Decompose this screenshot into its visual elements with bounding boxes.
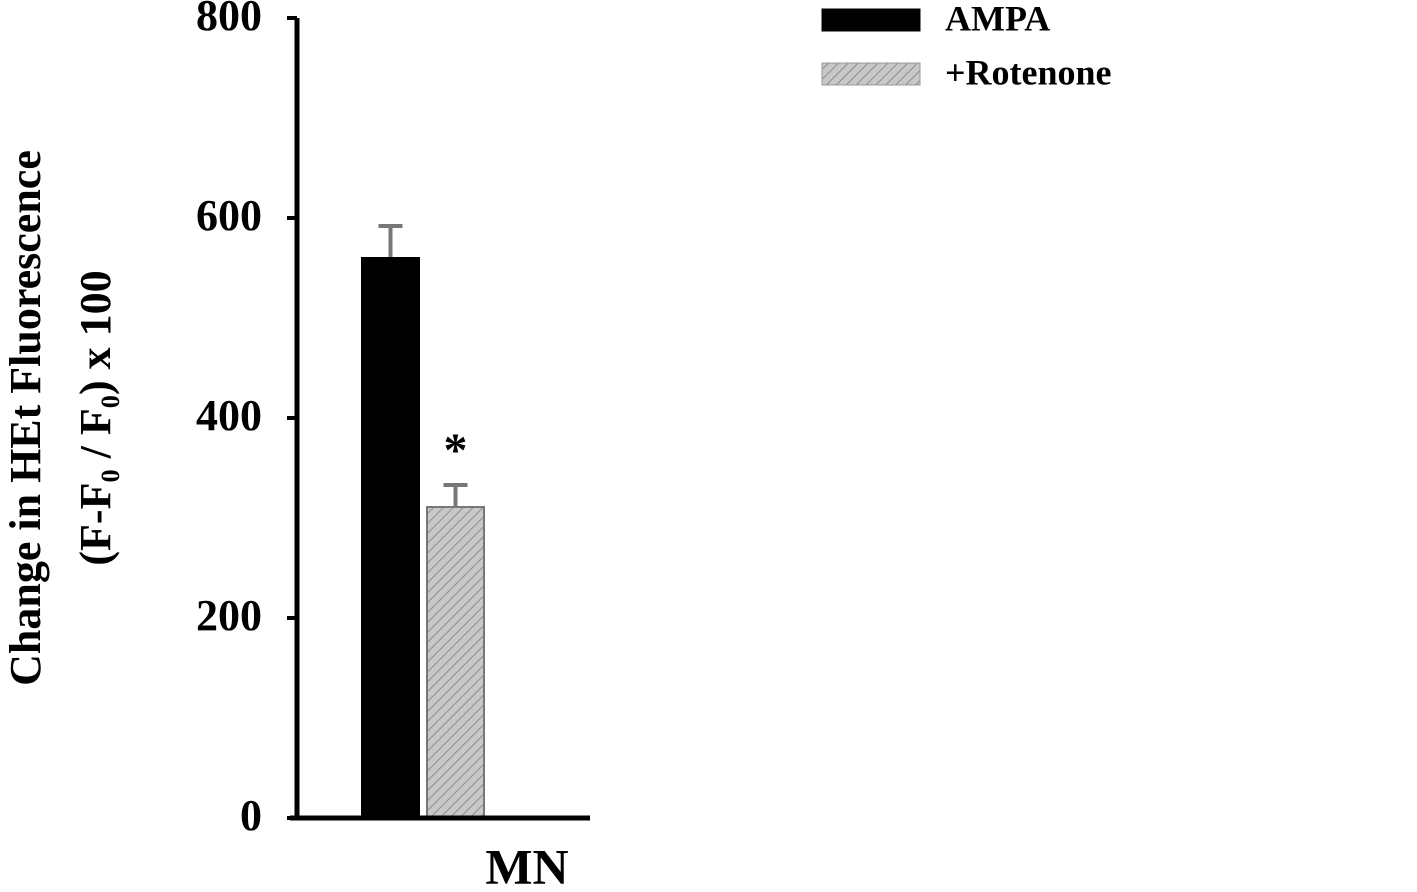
y-axis-label: Change in HEt Fluorescence bbox=[1, 150, 50, 686]
legend-swatch bbox=[821, 62, 921, 86]
bar bbox=[426, 506, 485, 819]
bar bbox=[361, 257, 420, 819]
annotation: * bbox=[444, 424, 468, 477]
x-tick-label: MN bbox=[485, 838, 568, 892]
y-axis-label: (F-F₀ / F₀) x 100 bbox=[71, 270, 120, 565]
y-tick-label: 200 bbox=[196, 591, 262, 640]
y-tick-label: 400 bbox=[196, 391, 262, 440]
y-tick-label: 800 bbox=[196, 0, 262, 40]
legend-label: +Rotenone bbox=[945, 52, 1112, 92]
legend-swatch bbox=[821, 8, 921, 32]
legend-label: AMPA bbox=[945, 0, 1050, 38]
y-tick-label: 600 bbox=[196, 191, 262, 240]
y-tick-label: 0 bbox=[240, 791, 262, 840]
